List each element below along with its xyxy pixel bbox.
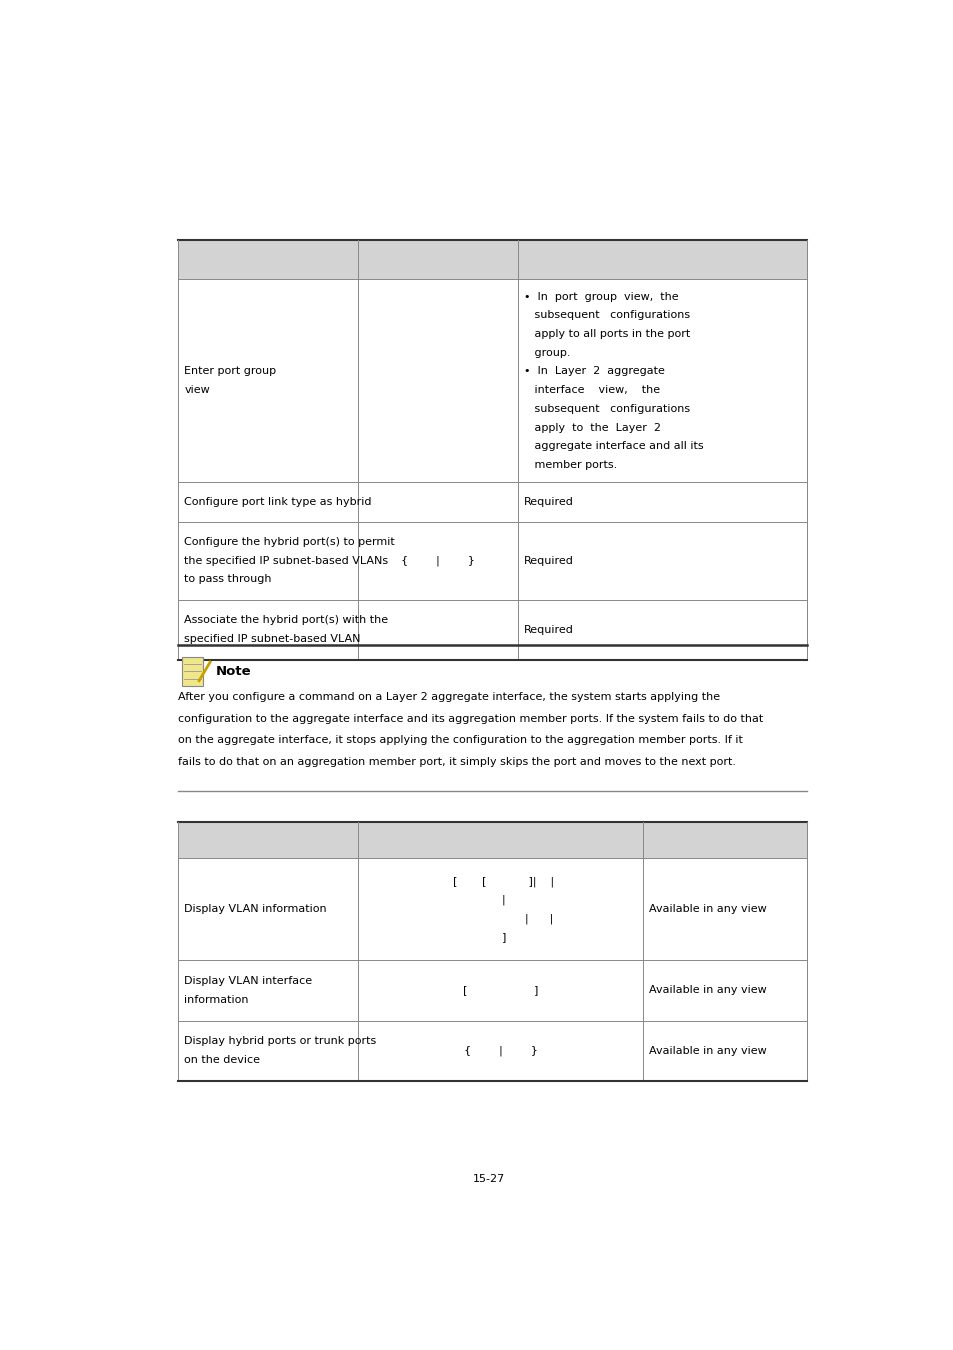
Text: view: view: [184, 385, 210, 396]
Bar: [642, 822, 806, 859]
Text: apply  to  the  Layer  2: apply to the Layer 2: [523, 423, 660, 432]
Bar: [357, 822, 642, 859]
Text: on the device: on the device: [184, 1056, 260, 1065]
Bar: [178, 240, 357, 279]
Text: Available in any view: Available in any view: [649, 986, 766, 995]
Bar: [357, 240, 517, 279]
Text: |      |: | |: [447, 914, 553, 923]
Text: aggregate interface and all its: aggregate interface and all its: [523, 441, 702, 451]
Text: Available in any view: Available in any view: [649, 1046, 766, 1056]
Text: Required: Required: [523, 497, 573, 506]
Text: Configure port link type as hybrid: Configure port link type as hybrid: [184, 497, 372, 506]
Text: •  In  Layer  2  aggregate: • In Layer 2 aggregate: [523, 366, 664, 377]
Text: information: information: [184, 995, 249, 1004]
Text: Display VLAN interface: Display VLAN interface: [184, 976, 313, 986]
Text: Enter port group: Enter port group: [184, 366, 276, 377]
Text: interface    view,    the: interface view, the: [523, 385, 659, 396]
Text: {        |        }: { | }: [463, 1045, 537, 1056]
Text: to pass through: to pass through: [184, 574, 272, 585]
Text: subsequent   configurations: subsequent configurations: [523, 310, 689, 320]
Text: [       [            ]|    |: [ [ ]| |: [446, 876, 554, 887]
Text: Note: Note: [216, 664, 252, 678]
Text: After you configure a command on a Layer 2 aggregate interface, the system start: After you configure a command on a Layer…: [178, 693, 720, 702]
Text: •  In  port  group  view,  the: • In port group view, the: [523, 292, 678, 301]
Text: specified IP subnet-based VLAN: specified IP subnet-based VLAN: [184, 634, 360, 644]
Text: the specified IP subnet-based VLANs: the specified IP subnet-based VLANs: [184, 556, 388, 566]
Text: member ports.: member ports.: [523, 460, 617, 470]
Text: Required: Required: [523, 625, 573, 634]
Text: Configure the hybrid port(s) to permit: Configure the hybrid port(s) to permit: [184, 537, 395, 547]
Text: [                   ]: [ ]: [462, 986, 537, 995]
Text: subsequent   configurations: subsequent configurations: [523, 404, 689, 414]
Text: Required: Required: [523, 556, 573, 566]
Text: ]: ]: [495, 933, 506, 942]
Text: {        |        }: { | }: [400, 555, 474, 566]
Text: Available in any view: Available in any view: [649, 904, 766, 914]
Text: group.: group.: [523, 348, 570, 358]
Bar: [517, 240, 806, 279]
Text: apply to all ports in the port: apply to all ports in the port: [523, 329, 689, 339]
Text: fails to do that on an aggregation member port, it simply skips the port and mov: fails to do that on an aggregation membe…: [178, 757, 736, 767]
Text: 15-27: 15-27: [473, 1173, 504, 1184]
Bar: [178, 822, 357, 859]
Text: on the aggregate interface, it stops applying the configuration to the aggregati: on the aggregate interface, it stops app…: [178, 736, 742, 745]
Text: |: |: [495, 895, 505, 906]
Text: Display hybrid ports or trunk ports: Display hybrid ports or trunk ports: [184, 1037, 376, 1046]
Text: configuration to the aggregate interface and its aggregation member ports. If th: configuration to the aggregate interface…: [178, 714, 762, 724]
Text: Associate the hybrid port(s) with the: Associate the hybrid port(s) with the: [184, 616, 388, 625]
FancyBboxPatch shape: [182, 657, 203, 686]
Text: Display VLAN information: Display VLAN information: [184, 904, 327, 914]
